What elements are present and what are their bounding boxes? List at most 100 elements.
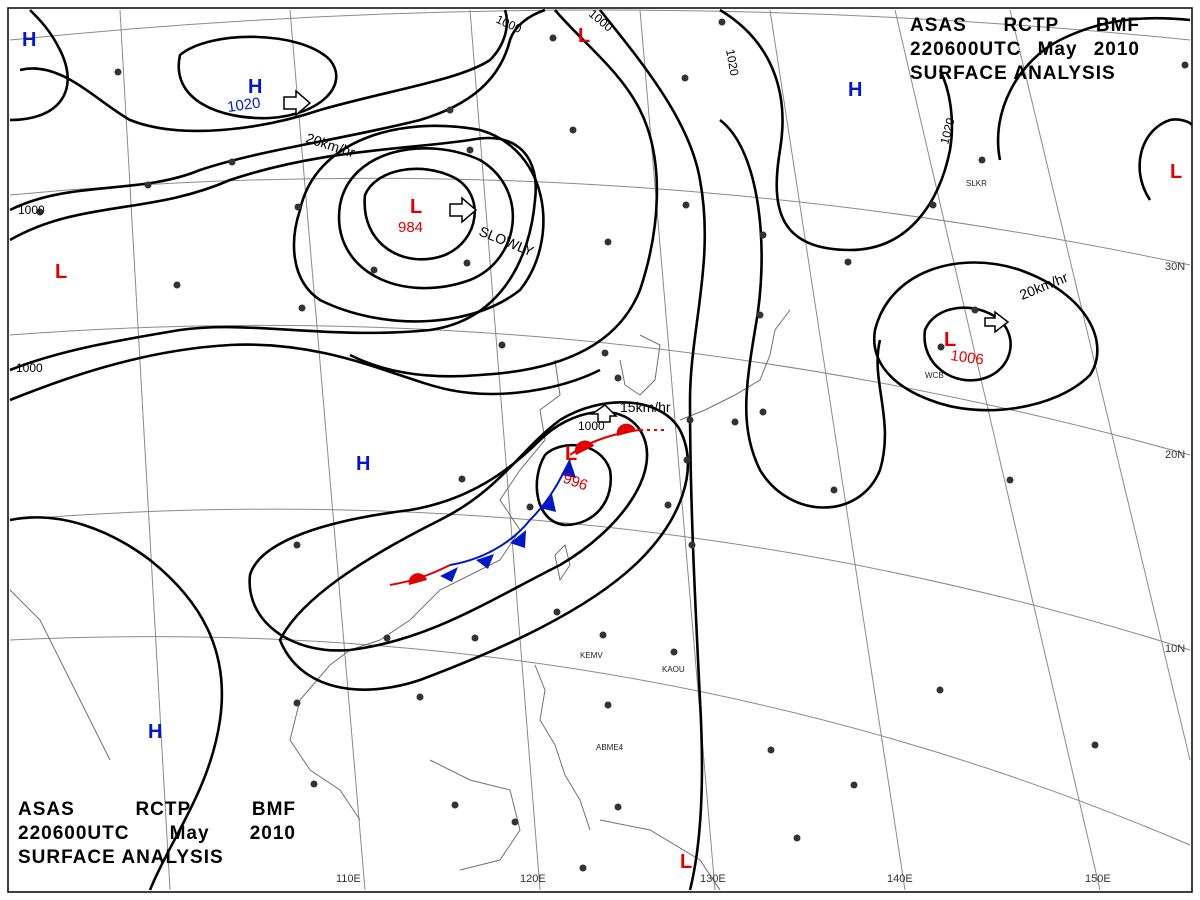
- title-station: RCTP: [135, 799, 192, 820]
- title-region: ASAS: [910, 15, 967, 36]
- latitude-label: 10N: [1165, 643, 1185, 655]
- latitude-label: 30N: [1165, 261, 1185, 273]
- isobar-984-ring-1: [363, 167, 476, 261]
- longitude-label: 140E: [887, 873, 913, 885]
- title-time: 220600UTC: [910, 39, 1022, 60]
- station-id: KEMV: [580, 651, 603, 660]
- low-center-marker: L: [55, 261, 67, 283]
- meridian-140e: [769, 9, 906, 891]
- isobar-label: 1000: [578, 419, 605, 433]
- latitude-line-20n: [9, 324, 1191, 456]
- isobar-east-long: [598, 9, 707, 891]
- coast-new-guinea: [599, 819, 721, 891]
- latitude-label: 20N: [1165, 449, 1185, 461]
- meridian-110e: [289, 9, 366, 891]
- title-block-bottom: ASAS RCTP BMF 220600UTC May 2010 SURFACE…: [18, 798, 296, 870]
- isobar-1006-ring-1: [923, 306, 1012, 382]
- coast-indochina: [289, 664, 361, 821]
- high-centers: H 1020 H H H H: [22, 29, 862, 743]
- title-year: 2010: [1093, 39, 1140, 60]
- low-center-pressure: 1006: [949, 347, 984, 368]
- high-center-pressure: 1020: [226, 94, 261, 115]
- title-line-1: ASAS RCTP BMF: [910, 14, 1140, 38]
- station-id: ABME4: [596, 743, 624, 752]
- isobar-1020-ring: [177, 35, 338, 120]
- motion-speed-label: 15km/hr: [620, 399, 671, 415]
- isobar-east-china: [349, 9, 659, 378]
- low-center-marker-edge: L: [1170, 161, 1182, 183]
- isobar-east-1020: [719, 8, 954, 252]
- isobar-west-large: [9, 343, 601, 402]
- title-line-2: 220600UTC May 2010: [910, 38, 1140, 62]
- cold-front-tooth: [440, 567, 458, 582]
- title-year: 2010: [249, 823, 296, 844]
- title-block-top: ASAS RCTP BMF 220600UTC May 2010 SURFACE…: [910, 14, 1140, 86]
- low-center-marker: L: [578, 25, 590, 47]
- isobar-996-ring-b: [248, 410, 649, 652]
- isobar-1000-north-inner: [9, 136, 538, 372]
- isobar-label: 1000: [18, 203, 45, 217]
- cold-front-tooth: [510, 530, 526, 548]
- station-id: KAOU: [662, 665, 685, 674]
- isobar-label: 1020: [937, 116, 958, 146]
- meridian-120e: [469, 9, 541, 891]
- isobar-trough-central: [719, 118, 887, 509]
- coast-india: [9, 589, 111, 761]
- isobar-label: 1000: [16, 361, 43, 375]
- cold-front-tooth: [540, 494, 556, 512]
- coast-japan: [679, 309, 791, 421]
- coast-korea: [619, 334, 661, 396]
- title-code: BMF: [251, 799, 296, 820]
- meridian-150e: [894, 9, 1101, 891]
- low-center-pressure: 984: [398, 219, 423, 236]
- isobar-upper-left: [19, 9, 509, 133]
- motion-arrows: [283, 89, 1010, 423]
- isobar-984-ring-3: [292, 124, 545, 323]
- low-center-marker: L: [565, 443, 577, 465]
- title-line-3: SURFACE ANALYSIS: [18, 847, 224, 868]
- isobar-l-right: [1138, 118, 1194, 201]
- meridian-100e: [119, 9, 171, 891]
- movement-arrow-icon: [449, 196, 478, 224]
- station-id: SLKR: [966, 179, 987, 188]
- coast-taiwan: [554, 544, 571, 582]
- longitude-label: 110E: [336, 873, 361, 885]
- warm-front-bump: [408, 573, 427, 585]
- coast-borneo: [429, 759, 521, 871]
- low-center-marker: L: [410, 196, 422, 218]
- title-line-3: SURFACE ANALYSIS: [910, 63, 1116, 84]
- movement-arrow-icon: [984, 310, 1010, 334]
- title-region: ASAS: [18, 799, 75, 820]
- isobars: [9, 8, 1194, 891]
- title-line-2: 220600UTC May 2010: [18, 822, 296, 846]
- high-center-marker: H: [22, 29, 36, 51]
- map-frame: [7, 7, 1193, 893]
- latitude-line-eq: [9, 636, 1191, 846]
- warm-front-line: [389, 564, 451, 586]
- title-month: May: [169, 823, 210, 844]
- isobar-h-north-east: [996, 16, 1191, 161]
- isobar-1000-north: [9, 8, 546, 212]
- longitude-label: 120E: [520, 873, 546, 885]
- cold-front-tooth: [476, 554, 494, 569]
- isobar-996-ring-c: [278, 401, 690, 691]
- longitude-label: 130E: [700, 873, 726, 885]
- isobar-1000-sw: [9, 516, 224, 891]
- movement-arrow-icon: [589, 404, 618, 423]
- low-center-marker: L: [680, 851, 692, 873]
- graticule: [9, 9, 1191, 891]
- station-models: [36, 18, 1189, 872]
- high-center-marker: H: [248, 76, 262, 98]
- high-center-marker: H: [148, 721, 162, 743]
- longitude-label: 150E: [1085, 873, 1111, 885]
- high-center-marker: H: [356, 453, 370, 475]
- title-month: May: [1037, 39, 1078, 60]
- isobar-984-ring-2: [337, 147, 515, 290]
- low-center-marker: L: [944, 329, 956, 351]
- coast-philippines: [534, 664, 591, 831]
- warm-front-bump: [616, 423, 636, 436]
- station-id: WCB: [925, 371, 944, 380]
- cold-front-line: [449, 459, 571, 566]
- meridian-160e: [1009, 9, 1191, 761]
